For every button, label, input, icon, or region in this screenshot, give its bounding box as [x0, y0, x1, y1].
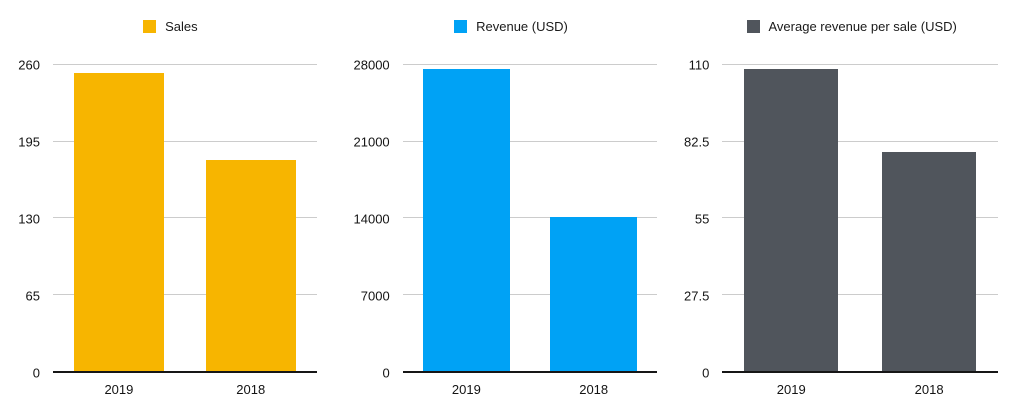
- bar-band: [53, 65, 185, 371]
- gridline: [722, 217, 999, 218]
- bars-group: [722, 65, 998, 371]
- bar-band: [403, 65, 530, 371]
- y-tick-label: 110: [688, 57, 710, 73]
- legend-swatch: [454, 20, 468, 33]
- avg-revenue-per-sale-chart-panel: Average revenue per sale (USD) 0 27.5 55 82…: [681, 0, 1022, 414]
- gridline: [402, 140, 658, 142]
- plot-area: [53, 64, 317, 373]
- y-tick-label: 21000: [353, 134, 390, 150]
- bar-2019[interactable]: [744, 69, 839, 371]
- y-tick-label: 55: [694, 211, 710, 227]
- bar-band: [530, 65, 657, 371]
- sales-chart-panel: Sales 0 65 130 195 260 2019 2018: [0, 0, 341, 414]
- y-tick-label: 28000: [353, 57, 390, 73]
- bar-band: [722, 65, 860, 371]
- gridline: [722, 293, 999, 295]
- y-axis: 0 7000 14000 21000 28000: [341, 59, 403, 380]
- bar-band: [185, 65, 317, 371]
- x-axis: 2019 2018: [53, 382, 317, 398]
- legend-swatch: [143, 20, 157, 33]
- x-tick-label: 2018: [914, 382, 944, 397]
- plot-area: [402, 64, 658, 373]
- y-tick-label: 82.5: [684, 134, 710, 150]
- x-tick-label: 2019: [451, 382, 481, 397]
- x-tick-label: 2019: [776, 382, 806, 397]
- y-tick-label: 14000: [353, 211, 390, 227]
- bar-2019[interactable]: [74, 73, 164, 371]
- y-tick-label: 27.5: [684, 288, 710, 304]
- bars-group: [403, 65, 658, 371]
- x-axis: 2019 2018: [403, 382, 658, 398]
- legend-label: Average revenue per sale (USD): [768, 19, 957, 34]
- gridline: [53, 64, 317, 65]
- y-tick-label: 65: [25, 288, 40, 304]
- x-tick-label: 2018: [236, 382, 266, 397]
- legend-swatch: [746, 20, 760, 33]
- bar-2018[interactable]: [550, 216, 637, 371]
- gridline: [402, 293, 658, 295]
- x-tick-label: 2018: [579, 382, 609, 397]
- gridline: [402, 217, 658, 218]
- bar-2018[interactable]: [882, 151, 976, 371]
- legend-item-avg-revenue[interactable]: Average revenue per sale (USD): [681, 20, 1022, 33]
- bar-2018[interactable]: [205, 160, 296, 371]
- y-tick-label: 260: [18, 57, 40, 73]
- y-tick-label: 195: [18, 134, 40, 150]
- y-tick-label: 0: [32, 365, 40, 381]
- legend-label: Revenue (USD): [476, 19, 568, 34]
- legend-label: Sales: [165, 19, 198, 34]
- x-axis: 2019 2018: [722, 382, 998, 398]
- plot-area: [722, 64, 999, 373]
- y-axis: 0 65 130 195 260: [0, 59, 53, 380]
- y-tick-label: 130: [18, 211, 40, 227]
- bar-2019[interactable]: [423, 69, 510, 371]
- y-tick-label: 0: [382, 365, 390, 381]
- gridline: [53, 140, 317, 142]
- gridline: [53, 293, 317, 295]
- legend-item-revenue[interactable]: Revenue (USD): [341, 20, 682, 33]
- y-tick-label: 7000: [360, 288, 390, 304]
- bar-band: [860, 65, 998, 371]
- x-tick-label: 2019: [104, 382, 134, 397]
- gridline: [402, 64, 658, 65]
- legend-item-sales[interactable]: Sales: [0, 20, 341, 33]
- y-axis: 0 27.5 55 82.5 110: [681, 59, 722, 380]
- bars-group: [53, 65, 317, 371]
- gridline: [722, 64, 999, 65]
- gridline: [53, 217, 317, 218]
- gridline: [722, 140, 999, 142]
- y-tick-label: 0: [702, 365, 710, 381]
- revenue-chart-panel: Revenue (USD) 0 7000 14000 21000 28000 2019 2…: [341, 0, 682, 414]
